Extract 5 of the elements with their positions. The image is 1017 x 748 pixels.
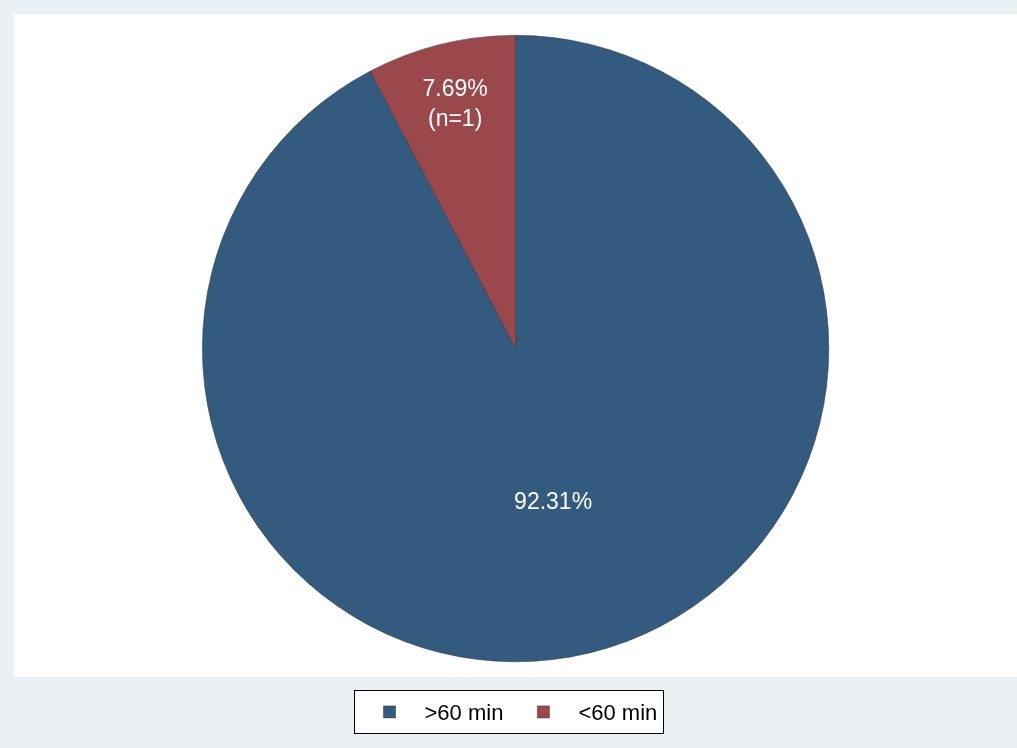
data-label: 7.69% (n=1) xyxy=(422,75,488,132)
legend-label: <60 min xyxy=(578,700,658,726)
legend-label: >60 min xyxy=(424,700,504,726)
pie-slice xyxy=(202,35,830,662)
data-label: 92.31% xyxy=(514,487,593,514)
